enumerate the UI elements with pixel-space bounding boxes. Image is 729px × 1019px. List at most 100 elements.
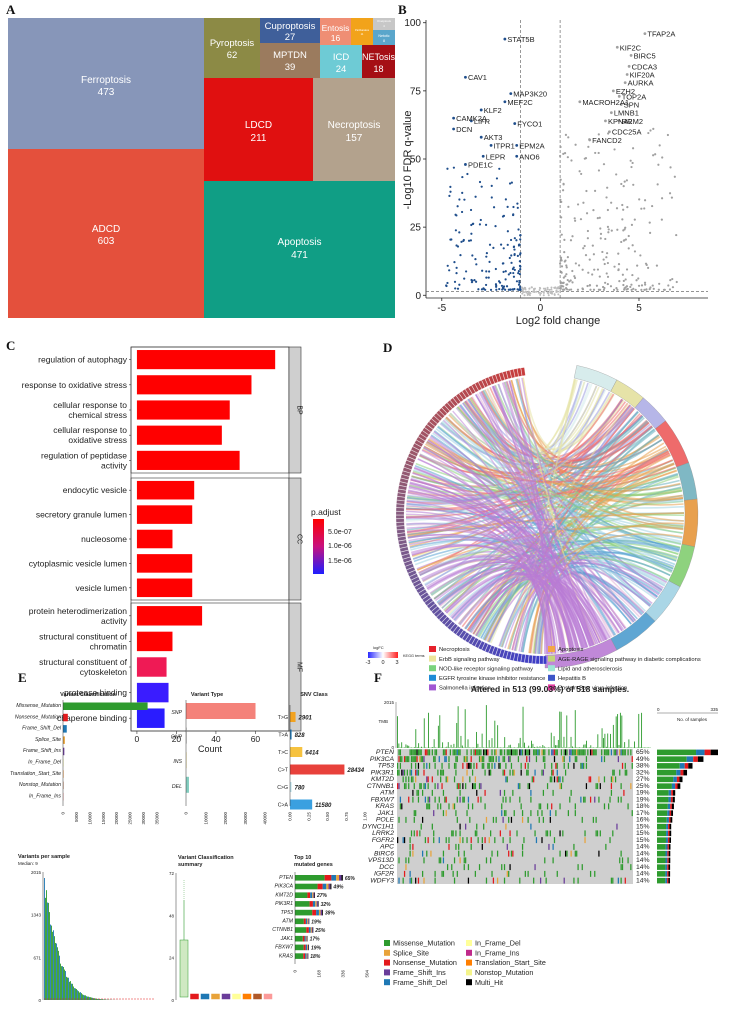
onco-cell bbox=[448, 803, 450, 810]
onco-cell bbox=[559, 776, 561, 783]
samples-bar-segment bbox=[673, 776, 677, 783]
samples-bar-segment bbox=[657, 756, 687, 762]
onco-cell bbox=[423, 783, 425, 790]
chord-legend-label: Lipid and atherosclerosis bbox=[558, 666, 622, 672]
onco-cell bbox=[398, 877, 400, 884]
onco-percent-label: 15% bbox=[636, 823, 650, 830]
onco-cell bbox=[619, 769, 621, 776]
onco-cell bbox=[401, 756, 403, 763]
go-legend-tick-label: 1.0e-06 bbox=[328, 543, 352, 550]
tmb-bar bbox=[468, 747, 470, 748]
onco-cell bbox=[440, 769, 442, 776]
onco-cell bbox=[434, 749, 436, 756]
treemap-label-icd: ICD bbox=[333, 52, 350, 63]
onco-cell bbox=[519, 783, 521, 790]
vps-bar bbox=[96, 998, 97, 1000]
volcano-point bbox=[655, 264, 659, 267]
treemap: Ferroptosis 473 ADCD 603 Pyroptosis 62 C… bbox=[8, 18, 395, 318]
onco-cell bbox=[408, 783, 410, 790]
onco-cell bbox=[491, 762, 493, 769]
tmb-bar bbox=[442, 742, 444, 748]
onco-cell bbox=[417, 789, 420, 796]
chord-gene-segment bbox=[399, 478, 409, 484]
samples-bar-segment bbox=[668, 790, 672, 796]
chord-ribbon bbox=[476, 393, 620, 634]
onco-cell bbox=[499, 789, 501, 796]
onco-cell bbox=[619, 857, 621, 864]
top10-gene-label: KMT2D bbox=[275, 892, 293, 898]
volcano-gene-label: KLF2 bbox=[484, 106, 502, 115]
vps-bar bbox=[90, 997, 91, 1000]
tmb-bar bbox=[406, 745, 408, 748]
onco-cell bbox=[484, 769, 486, 776]
onco-cell bbox=[463, 756, 465, 763]
samples-bar-segment bbox=[667, 803, 671, 810]
onco-cell bbox=[398, 783, 400, 790]
tmb-bar bbox=[648, 747, 650, 748]
onco-cell bbox=[508, 850, 510, 857]
volcano-point bbox=[510, 261, 513, 264]
volcano-point bbox=[462, 238, 465, 242]
onco-cell bbox=[509, 864, 511, 871]
onco-cell bbox=[544, 756, 546, 763]
chord-gene-segment bbox=[407, 453, 417, 460]
onco-cell bbox=[421, 816, 424, 823]
volcano-point bbox=[458, 198, 461, 201]
volcano-point bbox=[498, 167, 501, 170]
volcano-point bbox=[606, 208, 609, 212]
top10-bar-segment bbox=[295, 944, 304, 951]
volcano-point bbox=[522, 287, 525, 290]
onco-cell bbox=[484, 789, 486, 796]
onco-cell bbox=[595, 783, 597, 790]
volcano-gene-label: LIFR bbox=[474, 117, 491, 126]
onco-cell bbox=[527, 870, 529, 877]
onco-cell bbox=[433, 810, 435, 817]
volcano-point bbox=[471, 254, 474, 257]
volcano-point bbox=[627, 247, 630, 250]
volcano-point bbox=[453, 260, 456, 264]
volcano-point bbox=[596, 217, 599, 220]
onco-legend-label: Frame_Shift_Del bbox=[393, 978, 447, 987]
vcs-box bbox=[242, 993, 252, 1000]
samples-bar-segment bbox=[665, 857, 668, 864]
vps-bar bbox=[64, 969, 65, 1000]
samples-bar-segment bbox=[657, 749, 697, 756]
onco-cell bbox=[512, 850, 514, 857]
samples-bar-segment bbox=[657, 830, 667, 837]
chord-gene-segment bbox=[436, 611, 445, 620]
volcano-point bbox=[565, 266, 568, 269]
volcano-point bbox=[513, 287, 516, 291]
top10-bar-segment bbox=[303, 918, 306, 925]
tmb-bar bbox=[495, 747, 497, 748]
samples-bar-segment bbox=[665, 850, 668, 857]
volcano-point bbox=[455, 214, 458, 217]
volcano-point bbox=[469, 208, 473, 212]
tmb-bar bbox=[447, 742, 449, 748]
onco-cell bbox=[452, 870, 454, 877]
chord-gene-segment bbox=[412, 579, 422, 587]
volcano-point bbox=[562, 285, 565, 288]
volcano-point bbox=[585, 189, 588, 193]
volcano-point bbox=[455, 244, 458, 247]
onco-cell bbox=[599, 783, 601, 790]
onco-cell bbox=[544, 762, 546, 769]
volcano-point bbox=[563, 151, 567, 155]
volcano-point bbox=[621, 273, 624, 276]
samples-bar-segment bbox=[671, 810, 674, 816]
tmb-bar bbox=[562, 747, 563, 748]
tmb-bar bbox=[453, 743, 455, 748]
onco-cell bbox=[409, 749, 411, 756]
onco-cell bbox=[549, 776, 551, 783]
volcano-point bbox=[630, 223, 634, 226]
onco-cell bbox=[423, 762, 425, 769]
top10-x-tick-label: 168 bbox=[317, 970, 322, 978]
onco-cell bbox=[630, 749, 632, 756]
vps-bar bbox=[50, 924, 51, 1000]
vps-bar bbox=[56, 943, 57, 1000]
tmb-bar bbox=[581, 747, 583, 748]
onco-cell bbox=[620, 783, 622, 790]
onco-cell bbox=[428, 749, 431, 756]
onco-cell bbox=[431, 749, 433, 756]
onco-cell bbox=[553, 837, 556, 844]
volcano-point bbox=[488, 270, 491, 273]
